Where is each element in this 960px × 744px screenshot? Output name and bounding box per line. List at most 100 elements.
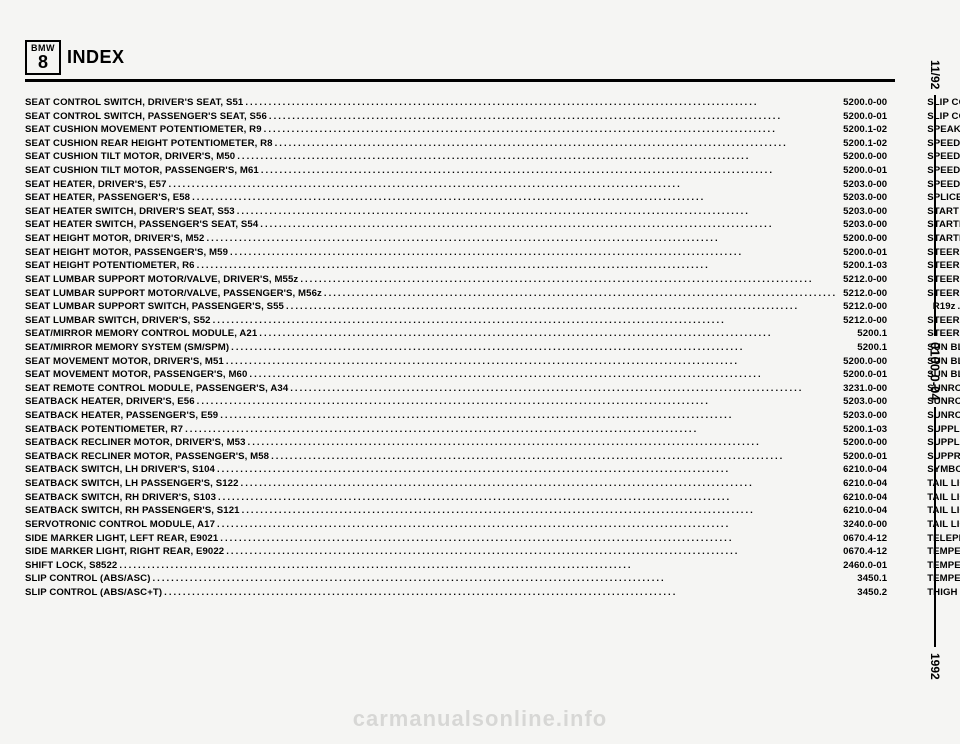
watermark: carmanualsonline.info (353, 706, 608, 732)
index-entry: SEAT HEIGHT MOTOR, DRIVER'S, M525200.0-0… (25, 232, 887, 246)
leader-dots (211, 314, 840, 328)
leader-dots (298, 273, 839, 287)
index-entry-ref: 5203.0-00 (839, 409, 887, 423)
index-entry-ref: 6210.0-04 (839, 491, 887, 505)
leader-dots (322, 287, 839, 301)
index-entry-ref: 5200.0-01 (839, 450, 887, 464)
index-entry: SEAT HEATER SWITCH, PASSENGER'S SEAT, S5… (25, 218, 887, 232)
index-entry-ref: 5200.0-01 (839, 246, 887, 260)
leader-dots (228, 246, 839, 260)
index-entry-ref: 5203.0-00 (839, 395, 887, 409)
leader-dots (215, 463, 839, 477)
index-entry: SEATBACK SWITCH, RH DRIVER'S, S1036210.0… (25, 491, 887, 505)
index-entry: SEAT CUSHION REAR HEIGHT POTENTIOMETER, … (25, 137, 887, 151)
index-entry: SIDE MARKER LIGHT, RIGHT REAR, E90220670… (25, 545, 887, 559)
leader-dots (267, 110, 839, 124)
index-entry-label: SEAT/MIRROR MEMORY SYSTEM (SM/SPM) (25, 341, 229, 355)
index-entry: SEAT/MIRROR MEMORY SYSTEM (SM/SPM)5200.1 (25, 341, 887, 355)
index-entry-ref: 3240.0-00 (839, 518, 887, 532)
index-entry-ref: 5200.1-02 (839, 123, 887, 137)
index-entry-label: SERVOTRONIC CONTROL MODULE, A17 (25, 518, 215, 532)
index-entry-label: SEATBACK SWITCH, LH PASSENGER'S, S122 (25, 477, 239, 491)
index-entry: SEATBACK SWITCH, LH DRIVER'S, S1046210.0… (25, 463, 887, 477)
index-entry-label: SEAT CUSHION MOVEMENT POTENTIOMETER, R9 (25, 123, 262, 137)
index-entry-ref: 5203.0-00 (839, 178, 887, 192)
margin-section: 0100.0-04 (928, 342, 943, 401)
index-entry: SEAT CONTROL SWITCH, PASSENGER'S SEAT, S… (25, 110, 887, 124)
page-title: INDEX (67, 47, 125, 68)
index-entry-label: SEAT/MIRROR MEMORY CONTROL MODULE, A21 (25, 327, 257, 341)
index-entry-label: SEAT HEATER SWITCH, DRIVER'S SEAT, S53 (25, 205, 235, 219)
index-entry-ref: 5200.1 (853, 327, 887, 341)
index-entry-ref: 0670.4-12 (839, 532, 887, 546)
index-entry-label: SEAT MOVEMENT MOTOR, PASSENGER'S, M60 (25, 368, 247, 382)
index-entry: SEAT LUMBAR SUPPORT MOTOR/VALVE, PASSENG… (25, 287, 887, 301)
index-entry-ref: 5200.0-00 (839, 232, 887, 246)
leader-dots (262, 123, 839, 137)
index-entry-label: SEAT LUMBAR SUPPORT MOTOR/VALVE, DRIVER'… (25, 273, 298, 287)
index-entry-label: SEATBACK RECLINER MOTOR, PASSENGER'S, M5… (25, 450, 269, 464)
leader-dots (204, 232, 839, 246)
index-entry-label: SEAT REMOTE CONTROL MODULE, PASSENGER'S,… (25, 382, 288, 396)
index-entry-ref: 3450.1 (853, 572, 887, 586)
index-entry-label: SEAT LUMBAR SUPPORT MOTOR/VALVE, PASSENG… (25, 287, 322, 301)
leader-dots (117, 559, 839, 573)
leader-dots (190, 191, 839, 205)
index-entry-label: SEATBACK HEATER, PASSENGER'S, E59 (25, 409, 218, 423)
leader-dots (288, 382, 839, 396)
index-entry-ref: 5200.0-01 (839, 368, 887, 382)
leader-dots (183, 423, 839, 437)
index-entry: SERVOTRONIC CONTROL MODULE, A17 3240.0-00 (25, 518, 887, 532)
index-entry-label: SEAT HEATER, DRIVER'S, E57 (25, 178, 167, 192)
index-entry-label: SLIP CONTROL (ABS/ASC) (25, 572, 151, 586)
leader-dots (215, 518, 839, 532)
index-entry: SHIFT LOCK, S85222460.0-01 (25, 559, 887, 573)
index-page: BMW 8 INDEX SEAT CONTROL SWITCH, DRIVER'… (25, 40, 895, 680)
leader-dots (239, 477, 840, 491)
leader-dots (259, 164, 839, 178)
index-entry-label: SEAT LUMBAR SUPPORT SWITCH, PASSENGER'S,… (25, 300, 284, 314)
index-entry: SEAT LUMBAR SUPPORT MOTOR/VALVE, DRIVER'… (25, 273, 887, 287)
index-entry-label: SEATBACK HEATER, DRIVER'S, E56 (25, 395, 195, 409)
leader-dots (195, 259, 840, 273)
leader-dots (273, 137, 839, 151)
index-entry: SEAT CUSHION MOVEMENT POTENTIOMETER, R9 5… (25, 123, 887, 137)
index-column-left: SEAT CONTROL SWITCH, DRIVER'S SEAT, S515… (25, 96, 887, 600)
bmw-logo: BMW 8 (25, 40, 61, 75)
margin-date: 11/92 (928, 60, 942, 89)
index-entry-ref: 3450.2 (853, 586, 887, 600)
index-entry: SEATBACK RECLINER MOTOR, PASSENGER'S, M5… (25, 450, 887, 464)
index-entry-ref: 5203.0-00 (839, 205, 887, 219)
index-entry-ref: 5200.0-00 (839, 436, 887, 450)
index-entry-ref: 5212.0-00 (839, 314, 887, 328)
index-entry-ref: 5200.1-03 (839, 259, 887, 273)
index-entry: SEAT LUMBAR SUPPORT SWITCH, PASSENGER'S,… (25, 300, 887, 314)
index-entry: SEAT HEATER SWITCH, DRIVER'S SEAT, S53 52… (25, 205, 887, 219)
index-entry-label: SIDE MARKER LIGHT, RIGHT REAR, E9022 (25, 545, 224, 559)
leader-dots (218, 409, 839, 423)
index-entry-ref: 6210.0-04 (839, 477, 887, 491)
index-entry: SLIP CONTROL (ABS/ASC) 3450.1 (25, 572, 887, 586)
index-entry-label: SEAT LUMBAR SWITCH, DRIVER'S, S52 (25, 314, 211, 328)
index-entry-label: SEAT HEATER SWITCH, PASSENGER'S SEAT, S5… (25, 218, 258, 232)
margin-year: 1992 (928, 653, 942, 680)
index-entry: SEATBACK SWITCH, RH PASSENGER'S, S121621… (25, 504, 887, 518)
leader-dots (269, 450, 839, 464)
index-entry-ref: 5200.0-00 (839, 150, 887, 164)
index-entry: SEAT CUSHION TILT MOTOR, PASSENGER'S, M6… (25, 164, 887, 178)
index-entry: SEATBACK RECLINER MOTOR, DRIVER'S, M5352… (25, 436, 887, 450)
index-entry: SEAT HEIGHT POTENTIOMETER, R65200.1-03 (25, 259, 887, 273)
index-entry-label: SIDE MARKER LIGHT, LEFT REAR, E9021 (25, 532, 218, 546)
leader-dots (167, 178, 840, 192)
index-entry-label: SEAT CUSHION TILT MOTOR, PASSENGER'S, M6… (25, 164, 259, 178)
logo-model: 8 (31, 53, 55, 71)
leader-dots (235, 205, 839, 219)
leader-dots (216, 491, 839, 505)
index-columns: SEAT CONTROL SWITCH, DRIVER'S SEAT, S515… (25, 96, 895, 600)
index-entry-ref: 2460.0-01 (839, 559, 887, 573)
header-rule (25, 79, 895, 82)
index-entry-ref: 3231.0-00 (839, 382, 887, 396)
index-entry-ref: 5203.0-00 (839, 218, 887, 232)
leader-dots (224, 545, 839, 559)
index-entry-label: SEATBACK POTENTIOMETER, R7 (25, 423, 183, 437)
